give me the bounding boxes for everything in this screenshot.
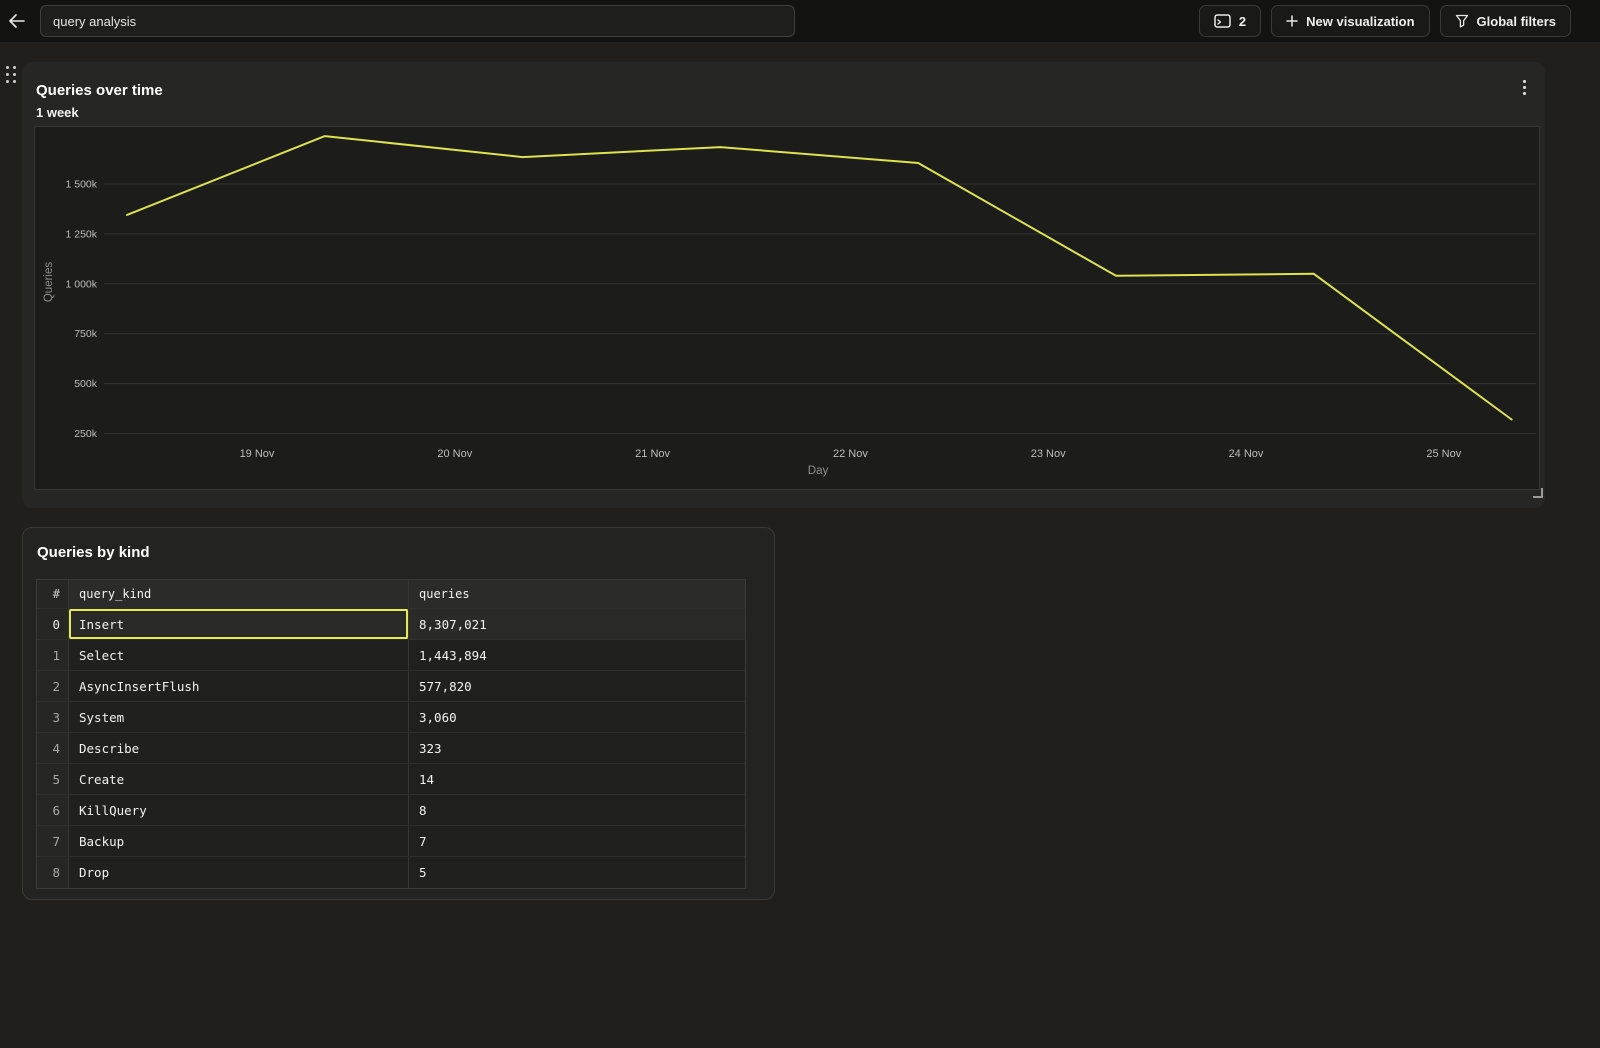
x-tick-label: 20 Nov [437,448,472,460]
table-panel-title: Queries by kind [37,544,150,561]
queries-by-kind-panel: Queries by kind # query_kind queries 0 Inser… [22,527,775,900]
line-chart-container: 1 500k 1 250k 1 000k 750k 500k 250k 19 Nov 20 N… [34,126,1540,490]
table-cell[interactable]: Backup [69,826,409,856]
table-cell[interactable]: 323 [419,740,442,756]
y-tick-label: 1 000k [65,278,97,290]
panel-drag-handle-icon[interactable] [6,66,22,86]
table-cell[interactable]: 1,443,894 [419,647,487,663]
global-filters-button[interactable]: Global filters [1439,5,1571,37]
table-cell[interactable]: KillQuery [69,795,409,825]
table-cell[interactable]: Select [69,640,409,670]
y-tick-label: 750k [74,328,98,340]
table-cell[interactable]: 577,820 [419,678,472,694]
table-cell[interactable]: 8,307,021 [419,616,487,632]
plus-icon [1286,15,1298,27]
table-row: 3 System 3,060 [37,702,745,733]
console-icon [1214,14,1231,28]
x-tick-label: 21 Nov [635,448,670,460]
table-row: 4 Describe 323 [37,733,745,764]
table-cell[interactable]: Insert [69,609,409,639]
queries-line-chart: 1 500k 1 250k 1 000k 750k 500k 250k 19 Nov 20 N… [43,135,1536,477]
filter-funnel-icon [1455,14,1468,28]
x-tick-label: 25 Nov [1426,448,1461,460]
dashboard-title-input[interactable] [40,5,795,37]
x-tick-label: 19 Nov [240,448,275,460]
table-cell[interactable]: AsyncInsertFlush [69,671,409,701]
y-tick-label: 1 250k [65,228,97,240]
table-row: 1 Select 1,443,894 [37,640,745,671]
row-index: 3 [37,702,69,732]
table-cell[interactable]: 8 [419,802,427,818]
chart-panel-subtitle: 1 week [36,105,79,120]
table-row: 6 KillQuery 8 [37,795,745,826]
row-index: 6 [37,795,69,825]
y-tick-label: 250k [74,428,98,440]
panel-resize-handle[interactable] [1533,488,1543,498]
console-count: 2 [1238,13,1247,29]
back-button[interactable] [0,0,34,42]
back-arrow-icon [9,14,25,28]
console-button[interactable]: 2 [1198,5,1262,37]
table-cell[interactable]: 3,060 [419,709,457,725]
column-header-index: # [37,580,69,608]
queries-by-kind-table: # query_kind queries 0 Insert 8,307,021 1 Selec… [36,579,746,889]
row-index: 0 [37,609,69,639]
top-bar: 2 New visualization Global filters [0,0,1600,42]
table-cell[interactable]: Create [69,764,409,794]
row-index: 8 [37,857,69,888]
x-axis-title: Day [808,465,829,477]
y-tick-label: 500k [74,378,98,390]
table-cell[interactable]: System [69,702,409,732]
table-cell[interactable]: 14 [419,771,435,787]
row-index: 1 [37,640,69,670]
row-index: 7 [37,826,69,856]
table-cell[interactable]: Describe [69,733,409,763]
panel-menu-kebab-icon[interactable] [1515,76,1533,98]
table-row: 0 Insert 8,307,021 [37,609,745,640]
x-tick-label: 24 Nov [1229,448,1264,460]
new-visualization-label: New visualization [1306,13,1415,29]
queries-line-series [126,135,1513,421]
column-header-query_kind[interactable]: query_kind [69,580,409,608]
table-row: 5 Create 14 [37,764,745,795]
table-row: 8 Drop 5 [37,857,745,888]
row-index: 5 [37,764,69,794]
table-row: 2 AsyncInsertFlush 577,820 [37,671,745,702]
table-cell[interactable]: 7 [419,833,427,849]
table-header-row: # query_kind queries [37,580,745,609]
row-index: 4 [37,733,69,763]
table-row: 7 Backup 7 [37,826,745,857]
y-axis-title: Queries [43,262,55,303]
x-tick-label: 23 Nov [1031,448,1066,460]
queries-over-time-panel: Queries over time 1 week 1 500k 1 250k 1 0… [22,62,1545,508]
chart-panel-title: Queries over time [36,82,163,99]
x-tick-label: 22 Nov [833,448,868,460]
table-cell[interactable]: Drop [69,857,409,888]
new-visualization-button[interactable]: New visualization [1271,5,1430,37]
row-index: 2 [37,671,69,701]
topbar-actions: 2 New visualization Global filters [1198,5,1571,37]
global-filters-label: Global filters [1476,13,1556,29]
table-cell[interactable]: 5 [419,865,427,880]
y-tick-label: 1 500k [65,179,97,191]
column-header-queries[interactable]: queries [419,587,470,601]
